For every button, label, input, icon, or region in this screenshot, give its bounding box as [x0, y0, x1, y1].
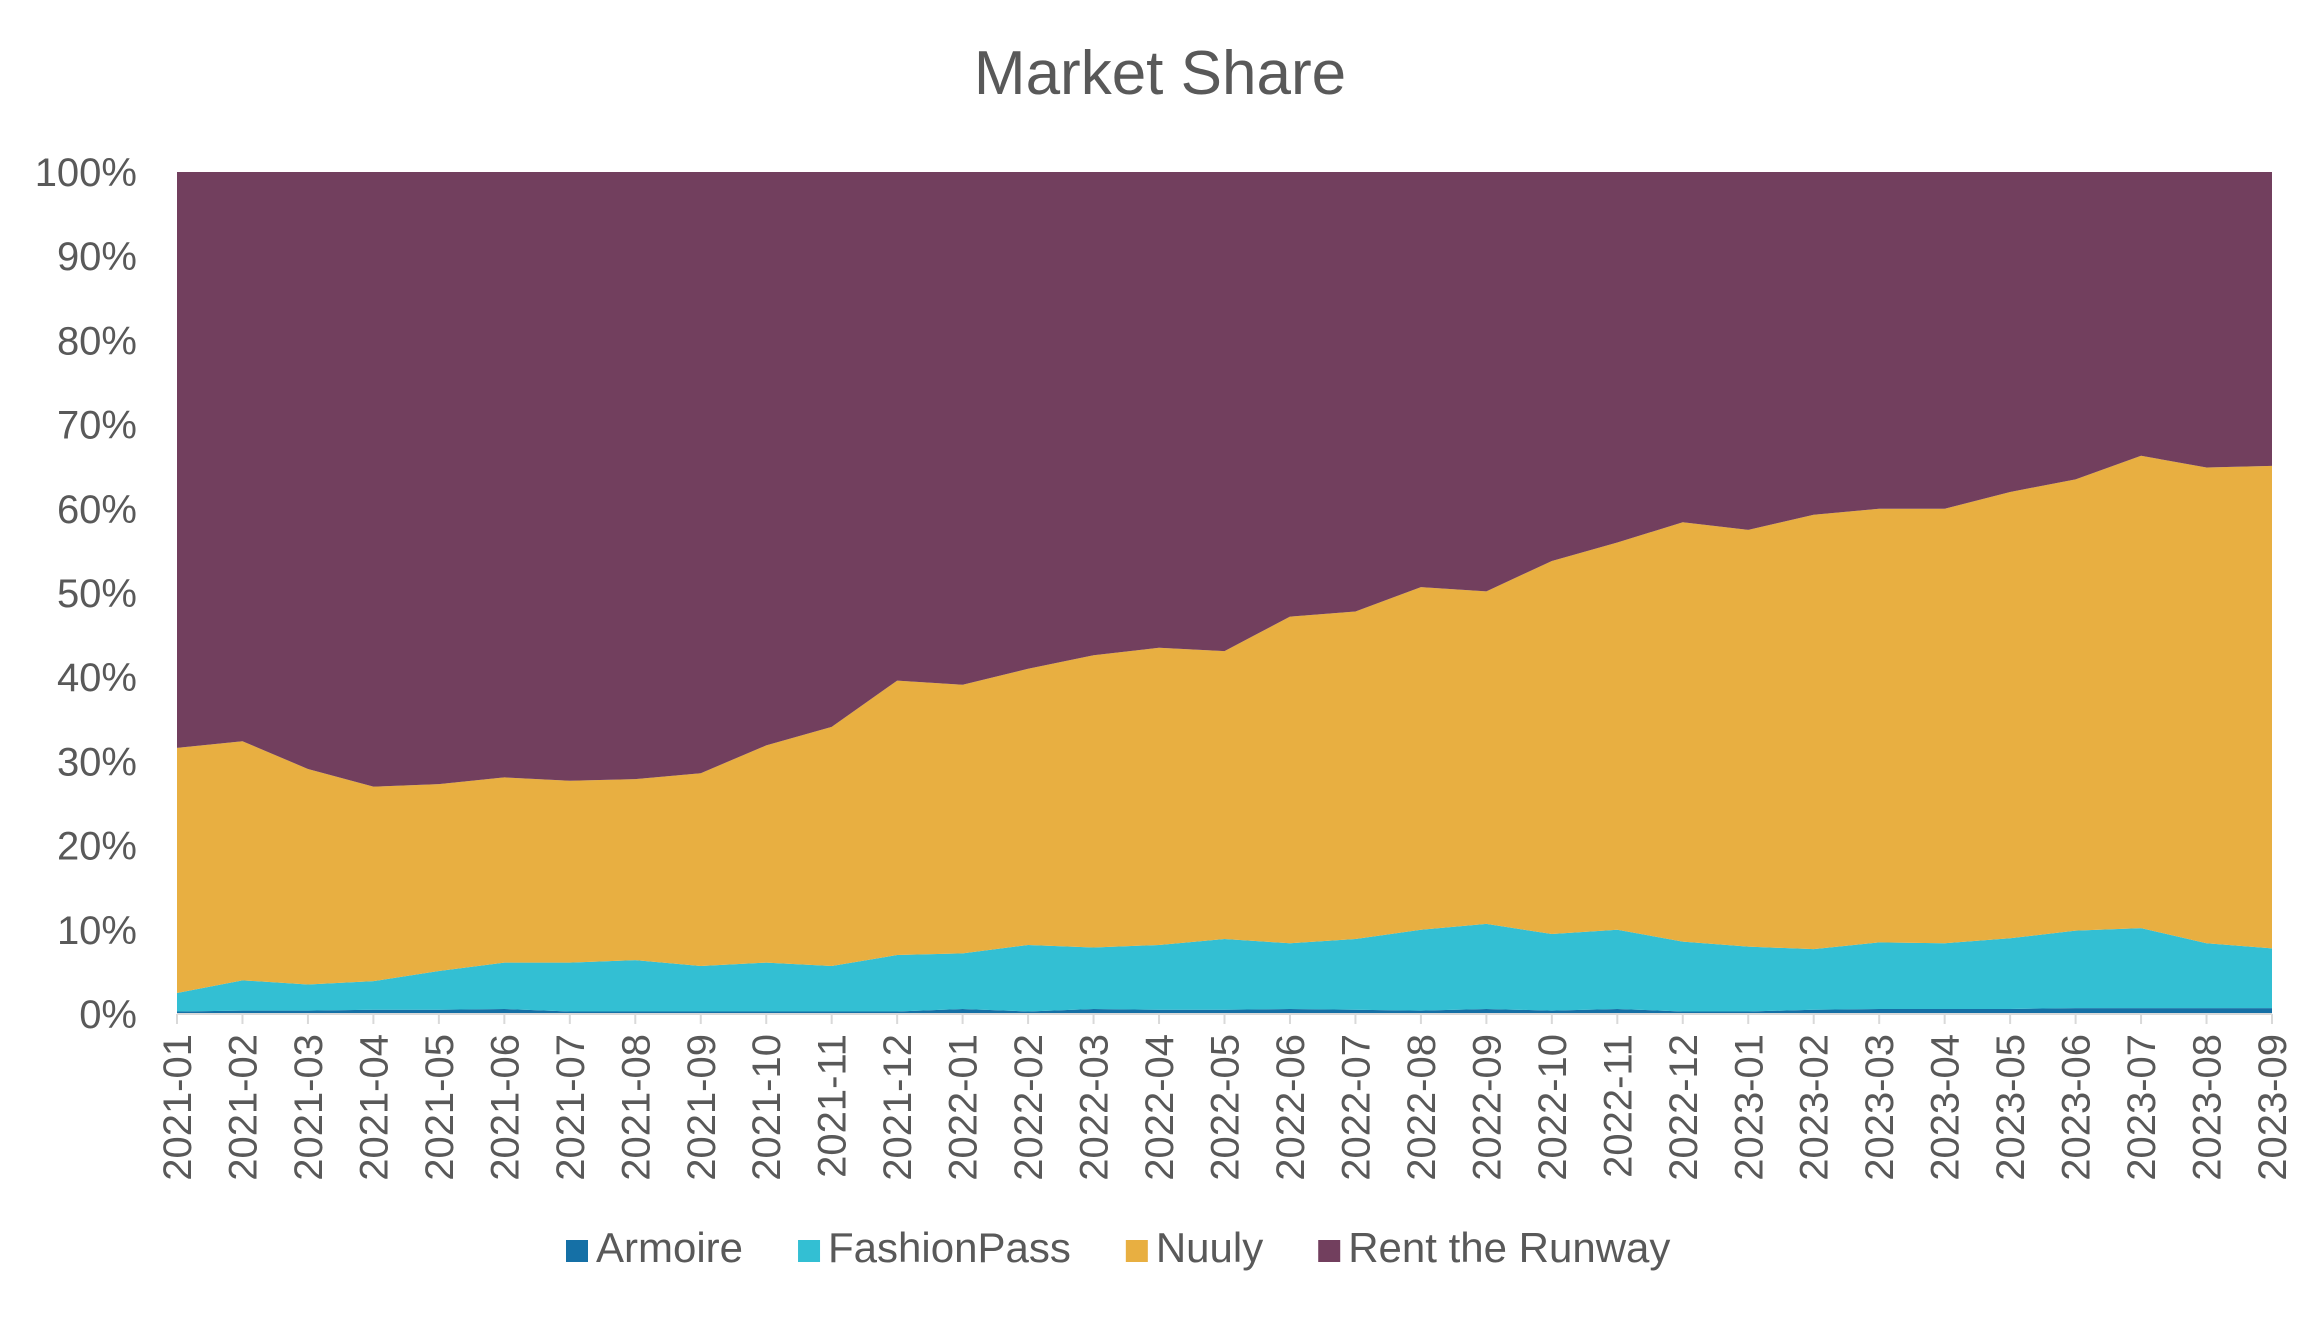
x-tick-label: 2022-08 — [1400, 1034, 1444, 1181]
x-tick-label: 2022-07 — [1334, 1034, 1378, 1181]
x-tick-label: 2021-01 — [156, 1034, 200, 1181]
legend-swatch-armoire — [566, 1240, 588, 1262]
x-tick-label: 2021-10 — [745, 1034, 789, 1181]
y-tick-label: 40% — [57, 656, 137, 700]
y-tick-label: 10% — [57, 909, 137, 953]
area-armoire — [177, 1008, 2272, 1014]
chart-title: Market Share — [974, 39, 1346, 108]
x-tick-label: 2022-01 — [942, 1034, 986, 1181]
y-tick-label: 50% — [57, 572, 137, 616]
y-axis: 0% 10% 20% 30% 40% 50% 60% 70% 80% 90% 100% — [35, 151, 137, 1037]
x-tick-label: 2023-05 — [1989, 1034, 2033, 1181]
x-tick-label: 2021-05 — [418, 1034, 462, 1181]
x-tick-label: 2021-03 — [287, 1034, 331, 1181]
x-tick-label: 2021-04 — [352, 1034, 396, 1181]
y-tick-label: 70% — [57, 404, 137, 448]
legend-label-armoire: Armoire — [596, 1224, 743, 1271]
x-tick-label: 2021-09 — [680, 1034, 724, 1181]
x-tick-label: 2022-04 — [1138, 1034, 1182, 1181]
x-tick-label: 2022-06 — [1269, 1034, 1313, 1181]
area-nuuly — [177, 455, 2272, 993]
x-tick-label: 2022-10 — [1531, 1034, 1575, 1181]
x-tick-label: 2023-02 — [1793, 1034, 1837, 1181]
legend-label-fashionpass: FashionPass — [828, 1224, 1071, 1271]
plot-area — [177, 172, 2272, 1014]
y-tick-label: 30% — [57, 740, 137, 784]
x-tick-label: 2023-01 — [1727, 1034, 1771, 1181]
y-tick-label: 60% — [57, 488, 137, 532]
x-tick-label: 2023-03 — [1858, 1034, 1902, 1181]
legend-swatch-nuuly — [1125, 1240, 1148, 1262]
x-tick-label: 2021-08 — [614, 1034, 658, 1181]
legend: Armoire FashionPass Nuuly Rent the Runway — [566, 1224, 1670, 1271]
legend-label-nuuly: Nuuly — [1156, 1224, 1263, 1271]
area-fashionpass — [177, 923, 2272, 1012]
x-tick-label: 2022-05 — [1204, 1034, 1248, 1181]
x-tick-label: 2023-08 — [2186, 1034, 2230, 1181]
area-rent-the-runway — [177, 172, 2272, 787]
x-tick-label: 2022-09 — [1465, 1034, 1509, 1181]
x-tick-label: 2023-04 — [1924, 1034, 1968, 1181]
x-tick-label: 2022-11 — [1596, 1034, 1640, 1178]
x-tick-label: 2021-02 — [221, 1034, 265, 1181]
legend-items: Armoire FashionPass Nuuly Rent the Runway — [566, 1224, 1670, 1271]
x-tick-label: 2022-12 — [1662, 1034, 1706, 1181]
x-tick-label: 2023-06 — [2055, 1034, 2099, 1181]
y-tick-label: 20% — [57, 825, 137, 869]
x-tick-label: 2022-03 — [1073, 1034, 1117, 1181]
x-tick-label: 2021-07 — [549, 1034, 593, 1181]
x-tick-label: 2021-11 — [811, 1034, 855, 1178]
x-tick-label: 2021-12 — [876, 1034, 920, 1181]
x-tick-label: 2023-07 — [2120, 1034, 2164, 1181]
x-tick-label: 2021-06 — [483, 1034, 527, 1181]
y-tick-label: 90% — [57, 235, 137, 279]
legend-swatch-rent-the-runway — [1318, 1240, 1341, 1262]
y-tick-label: 0% — [79, 993, 137, 1037]
x-tick-label: 2023-09 — [2251, 1034, 2295, 1181]
legend-swatch-fashionpass — [798, 1240, 821, 1262]
x-axis: 2021-01 2021-02 2021-03 2021-04 2021-05 2021-… — [156, 1013, 2295, 1181]
y-tick-label: 100% — [35, 151, 137, 195]
legend-label-rent-the-runway: Rent the Runway — [1348, 1224, 1670, 1271]
y-tick-label: 80% — [57, 319, 137, 363]
x-tick-label: 2022-02 — [1007, 1034, 1051, 1181]
